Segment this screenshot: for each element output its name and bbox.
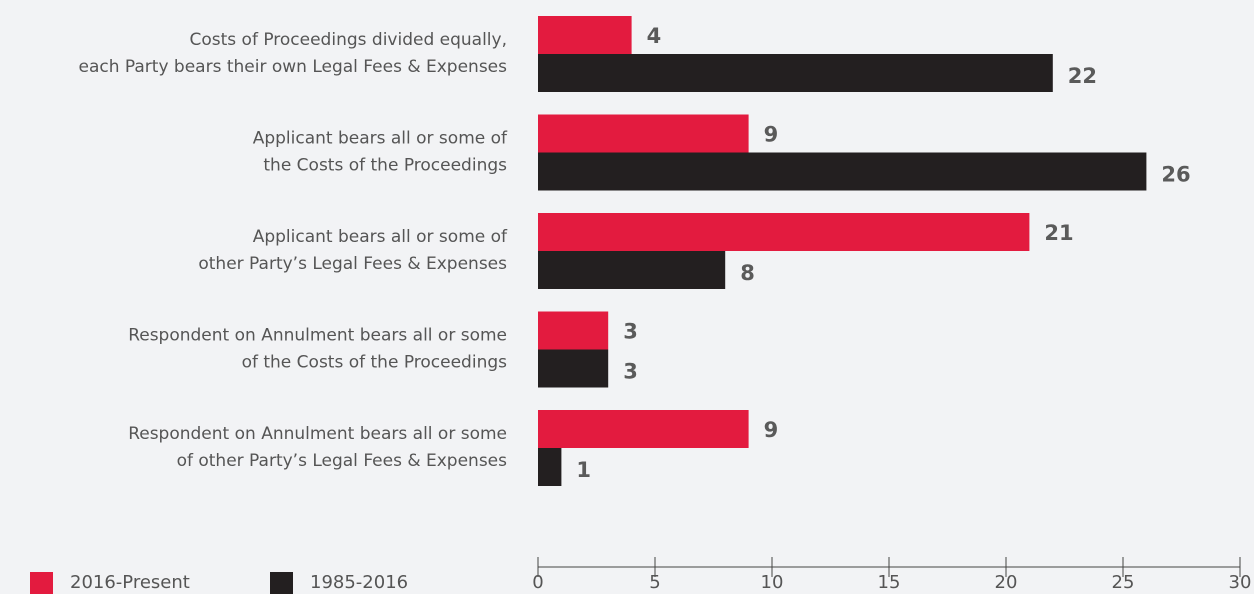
bar (538, 311, 609, 350)
bar (538, 54, 1053, 92)
x-tick-label: 20 (995, 572, 1018, 593)
legend-swatch (30, 572, 53, 594)
category-label: each Party bears their own Legal Fees & … (79, 57, 508, 77)
bar (538, 251, 726, 289)
value-label: 4 (647, 24, 662, 48)
value-label: 8 (740, 261, 755, 285)
bar (538, 410, 749, 448)
category-label: Costs of Proceedings divided equally, (189, 30, 507, 50)
value-label: 3 (623, 320, 638, 344)
bar (538, 213, 1030, 251)
category-label: of the Costs of the Proceedings (242, 353, 508, 373)
bar (538, 16, 632, 54)
category-label: the Costs of the Proceedings (263, 156, 507, 176)
x-tick-label: 10 (761, 572, 784, 593)
value-label: 1 (576, 458, 591, 482)
x-tick-label: 0 (532, 572, 543, 593)
value-label: 9 (764, 123, 779, 147)
x-tick-label: 15 (878, 572, 901, 593)
value-label: 9 (764, 418, 779, 442)
category-label: of other Party’s Legal Fees & Expenses (177, 451, 508, 471)
category-label: Applicant bears all or some of (253, 129, 508, 149)
value-label: 3 (623, 360, 638, 384)
category-label: Respondent on Annulment bears all or som… (128, 326, 507, 346)
legend-label: 1985-2016 (310, 572, 408, 593)
bar (538, 448, 562, 486)
bar (538, 349, 609, 388)
x-tick-label: 30 (1229, 572, 1252, 593)
legend-label: 2016-Present (70, 572, 190, 593)
value-label: 26 (1161, 163, 1190, 187)
value-label: 22 (1068, 64, 1097, 88)
bar (538, 152, 1147, 191)
x-tick-label: 5 (649, 572, 660, 593)
legend-swatch (270, 572, 293, 594)
category-label: other Party’s Legal Fees & Expenses (198, 254, 507, 274)
category-label: Respondent on Annulment bears all or som… (128, 424, 507, 444)
x-tick-label: 25 (1112, 572, 1135, 593)
bar (538, 114, 749, 153)
value-label: 21 (1044, 221, 1073, 245)
category-label: Applicant bears all or some of (253, 227, 508, 247)
